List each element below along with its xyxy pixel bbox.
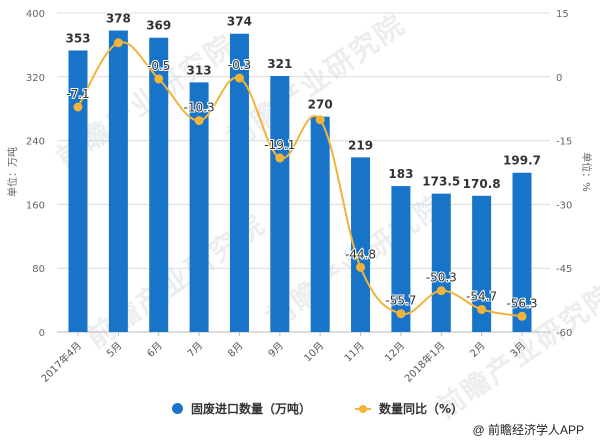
category-label: 2018年1月 [402,339,448,385]
bar[interactable] [431,193,451,332]
bar-value-label: 313 [187,63,212,77]
left-axis-tick: 320 [26,73,45,84]
bar-value-label: 374 [227,15,252,29]
bar-value-label: 219 [348,138,373,152]
bar[interactable] [108,30,128,332]
category-label: 5月 [104,340,124,360]
category-label: 2月 [468,340,488,360]
line-value-label: -10.3 [184,101,215,115]
left-axis-tick: 160 [26,200,45,211]
line-value-label: -19.1 [264,138,295,152]
legend-item-line[interactable]: 数量同比（%） [355,400,463,417]
line-value-label: -50.3 [426,271,457,285]
left-axis-tick: 400 [26,9,45,20]
right-axis-tick: 15 [556,9,569,20]
right-axis-tick: -30 [556,200,572,211]
chart-legend: 固废进口数量（万吨） 数量同比（%） [172,400,507,417]
category-label: 6月 [145,340,165,360]
line-value-label: -54.7 [466,289,497,303]
line-marker[interactable] [315,115,325,125]
line-marker[interactable] [356,262,366,272]
line-marker[interactable] [234,73,244,83]
bar[interactable] [512,172,532,332]
bar[interactable] [310,116,330,332]
bar[interactable] [149,37,169,332]
bar-value-label: 183 [388,167,413,181]
line-marker[interactable] [477,304,487,314]
line-marker[interactable] [517,311,527,321]
category-label: 12月 [382,340,407,365]
bar[interactable] [229,33,249,333]
line-marker[interactable] [194,116,204,126]
bar-value-label: 270 [308,98,333,112]
category-label: 2017年4月 [38,339,84,385]
bar[interactable] [270,76,290,332]
legend-bar-swatch-icon [172,403,183,414]
right-axis-title: 单位：% [580,152,593,192]
left-axis-tick: 80 [32,264,45,275]
bar[interactable] [189,82,209,332]
legend-bar-label: 固废进口数量（万吨） [191,402,312,416]
line-marker[interactable] [113,38,123,48]
legend-line-label: 数量同比（%） [379,402,464,416]
bar-value-label: 321 [267,57,292,71]
category-label: 8月 [226,340,246,360]
bar-value-label: 369 [146,19,171,33]
bar-value-label: 173.5 [422,175,460,189]
bar[interactable] [472,195,492,332]
right-axis-tick: -60 [556,328,572,339]
legend-item-bar[interactable]: 固废进口数量（万吨） [172,400,311,417]
category-label: 7月 [185,340,205,360]
line-value-label: -0.5 [147,59,170,73]
left-axis-tick: 0 [39,328,45,339]
line-marker[interactable] [396,309,406,319]
category-label: 9月 [266,340,286,360]
right-axis-tick: 0 [556,73,562,84]
line-value-label: -44.8 [345,247,376,261]
category-label: 3月 [508,340,528,360]
line-value-label: -56.3 [506,296,537,310]
bar[interactable] [391,186,411,332]
source-credit: @ 前瞻经济学人APP [472,423,584,437]
bar-value-label: 378 [106,12,131,26]
bar-value-label: 170.8 [463,177,501,191]
bar[interactable] [351,157,371,332]
legend-line-swatch-icon [355,404,372,413]
category-label: 10月 [302,340,327,365]
line-marker[interactable] [73,102,83,112]
line-value-label: -7.1 [66,87,89,101]
category-label: 11月 [342,340,367,365]
left-axis-title: 单位：万吨 [6,147,19,197]
bar-value-label: 353 [65,31,90,45]
bar[interactable] [68,50,88,333]
line-marker[interactable] [436,286,446,296]
line-marker[interactable] [154,74,164,84]
line-marker[interactable] [275,153,285,163]
line-value-label: -55.7 [385,294,416,308]
right-axis-tick: -45 [556,264,572,275]
right-axis-tick: -15 [556,137,572,148]
left-axis-tick: 240 [26,137,45,148]
line-value-label: -0.3 [228,58,251,72]
bar-value-label: 199.7 [503,154,541,168]
